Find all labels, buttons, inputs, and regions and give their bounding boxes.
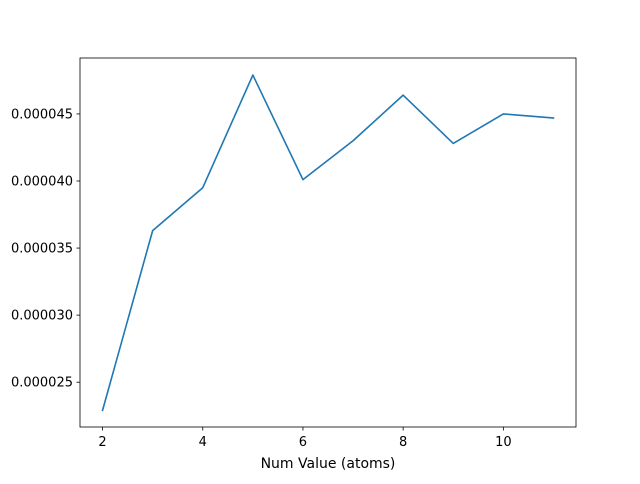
series-line	[101, 74, 555, 412]
x-tick-label: 6	[299, 435, 307, 450]
x-axis-label: Num Value (atoms)	[261, 456, 396, 472]
series-layer	[101, 74, 555, 412]
plot-area-frame	[79, 57, 577, 428]
y-tick-label: 0.000045	[11, 107, 73, 122]
y-axis-ticks: 0.000025 0.000030 0.000035 0.000040 0.000045	[11, 107, 80, 391]
x-axis-ticks: 2 4 6 8 10	[98, 427, 512, 450]
x-tick-label: 2	[98, 435, 106, 450]
x-tick-label: 8	[399, 435, 407, 450]
x-tick-label: 10	[495, 435, 512, 450]
y-tick-label: 0.000040	[11, 175, 73, 190]
y-tick-label: 0.000035	[11, 242, 73, 257]
x-tick-label: 4	[199, 435, 207, 450]
y-tick-label: 0.000025	[11, 376, 73, 391]
y-tick-label: 0.000030	[11, 309, 73, 324]
